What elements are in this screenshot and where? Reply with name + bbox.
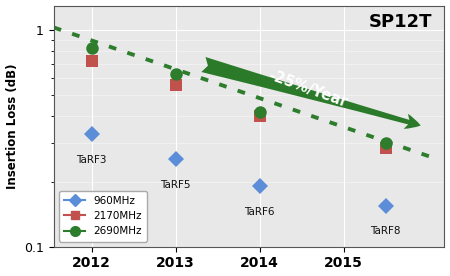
Text: TaRF8: TaRF8 [370,227,401,237]
2690MHz [89,46,94,49]
960MHz [257,185,262,188]
2170MHz [173,83,178,86]
Legend: 960MHz, 2170MHz, 2690MHz: 960MHz, 2170MHz, 2690MHz [59,191,147,242]
2690MHz [173,72,178,75]
Text: SP12T: SP12T [369,13,433,31]
960MHz [173,157,178,160]
Line: 2690MHz: 2690MHz [85,41,392,150]
Text: -25%/Year: -25%/Year [267,68,350,110]
Y-axis label: Insertion Loss (dB): Insertion Loss (dB) [5,63,18,189]
Text: TaRF5: TaRF5 [160,180,191,190]
Line: 2170MHz: 2170MHz [86,55,391,154]
2170MHz [89,59,94,63]
Text: TaRF3: TaRF3 [76,155,107,165]
960MHz [89,133,94,136]
2170MHz [257,115,262,118]
Line: 960MHz: 960MHz [86,129,391,211]
2690MHz [383,142,388,145]
Text: TaRF6: TaRF6 [244,207,275,217]
2690MHz [257,110,262,113]
960MHz [383,204,388,207]
2170MHz [383,147,388,150]
